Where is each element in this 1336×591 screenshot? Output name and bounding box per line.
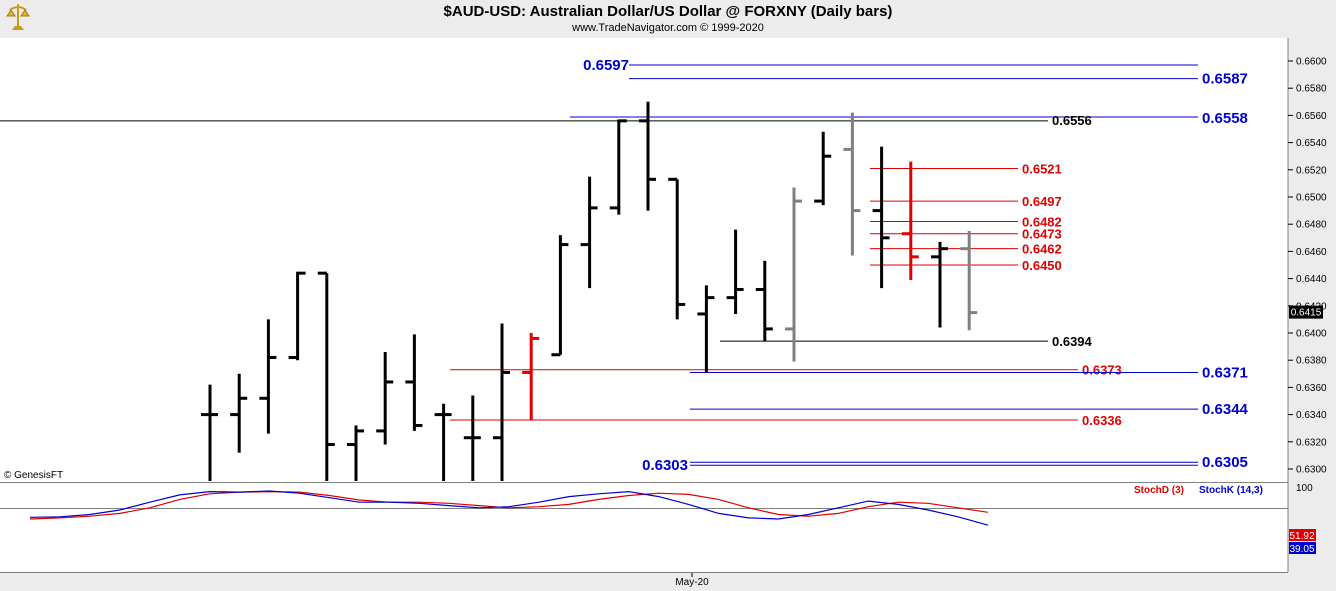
stoch-k-last-box [1289, 542, 1316, 554]
last-price-box [1289, 305, 1323, 319]
stoch-d-last-label: 51.92 [1289, 531, 1314, 542]
stoch-panel [0, 483, 1288, 572]
y-tick-label: 0.6460 [1296, 247, 1327, 258]
y-tick-label: 0.6360 [1296, 383, 1327, 394]
x-axis-label: May-20 [675, 577, 709, 588]
y-tick-label: 0.6500 [1296, 193, 1327, 204]
date-axis [0, 573, 1336, 591]
level-lines: 0.6597 0.6587 0.6558 0.6556 0.6521 0.6497 0.64… [0, 57, 1249, 474]
last-price-label: 0.6415 [1291, 308, 1322, 319]
y-tick-label: 0.6520 [1296, 165, 1327, 176]
chart-title: $AUD-USD: Australian Dollar/US Dollar @ … [443, 3, 893, 20]
level-label: 0.6597 [583, 57, 629, 74]
level-label: 0.6473 [1022, 227, 1062, 242]
level-label: 0.6587 [1202, 71, 1248, 88]
y-tick-label: 0.6380 [1296, 356, 1327, 367]
stoch-d-legend: StochD (3) [1134, 485, 1184, 496]
level-label: 0.6521 [1022, 161, 1062, 176]
y-tick-label: 0.6540 [1296, 138, 1327, 149]
y-tick-label: 0.6600 [1296, 57, 1327, 68]
y-tick-label: 0.6480 [1296, 220, 1327, 231]
price-panel [0, 38, 1288, 482]
stoch-series-line [29, 490, 989, 520]
price-axis [1288, 38, 1336, 572]
chart-subtitle: www.TradeNavigator.com © 1999-2020 [572, 22, 764, 34]
level-label: 0.6371 [1202, 364, 1248, 381]
stoch-d-last-box [1289, 529, 1316, 541]
stoch-k-last-label: 39.05 [1289, 544, 1314, 555]
ohlc-bars [201, 101, 978, 481]
y-tick-label: 0.6580 [1296, 84, 1327, 95]
y-tick-label: 0.6300 [1296, 465, 1327, 476]
y-tick-label: 0.6560 [1296, 111, 1327, 122]
genesis-credit: © GenesisFT [4, 470, 63, 481]
y-tick-label: 0.6400 [1296, 329, 1327, 340]
level-label: 0.6497 [1022, 194, 1062, 209]
level-label: 0.6305 [1202, 454, 1248, 471]
stoch-k-legend: StochK (14,3) [1199, 485, 1263, 496]
level-label: 0.6462 [1022, 242, 1062, 257]
y-tick-label: 0.6320 [1296, 437, 1327, 448]
level-label: 0.6482 [1022, 214, 1062, 229]
level-label: 0.6394 [1052, 334, 1093, 349]
level-label: 0.6373 [1082, 363, 1122, 378]
stoch-y-tick-label: 100 [1296, 483, 1313, 494]
level-label: 0.6450 [1022, 258, 1062, 273]
level-label: 0.6336 [1082, 413, 1122, 428]
y-tick-label: 0.6440 [1296, 274, 1327, 285]
level-label: 0.6303 [642, 457, 688, 474]
chart-header: $AUD-USD: Australian Dollar/US Dollar @ … [0, 0, 1336, 38]
level-label: 0.6556 [1052, 113, 1092, 128]
y-axis-ticks: 0.6600 0.6580 0.6560 0.6540 0.6520 0.6500 0.64… [1288, 57, 1327, 476]
level-label: 0.6344 [1202, 401, 1249, 418]
stoch-series-line [29, 490, 989, 526]
trade-navigator-logo-icon [6, 4, 30, 30]
y-tick-label: 0.6340 [1296, 410, 1327, 421]
level-label: 0.6558 [1202, 110, 1248, 127]
stochastic-lines: StochD (3) StochK (14,3) 100 51.92 39.05 [29, 483, 1316, 555]
